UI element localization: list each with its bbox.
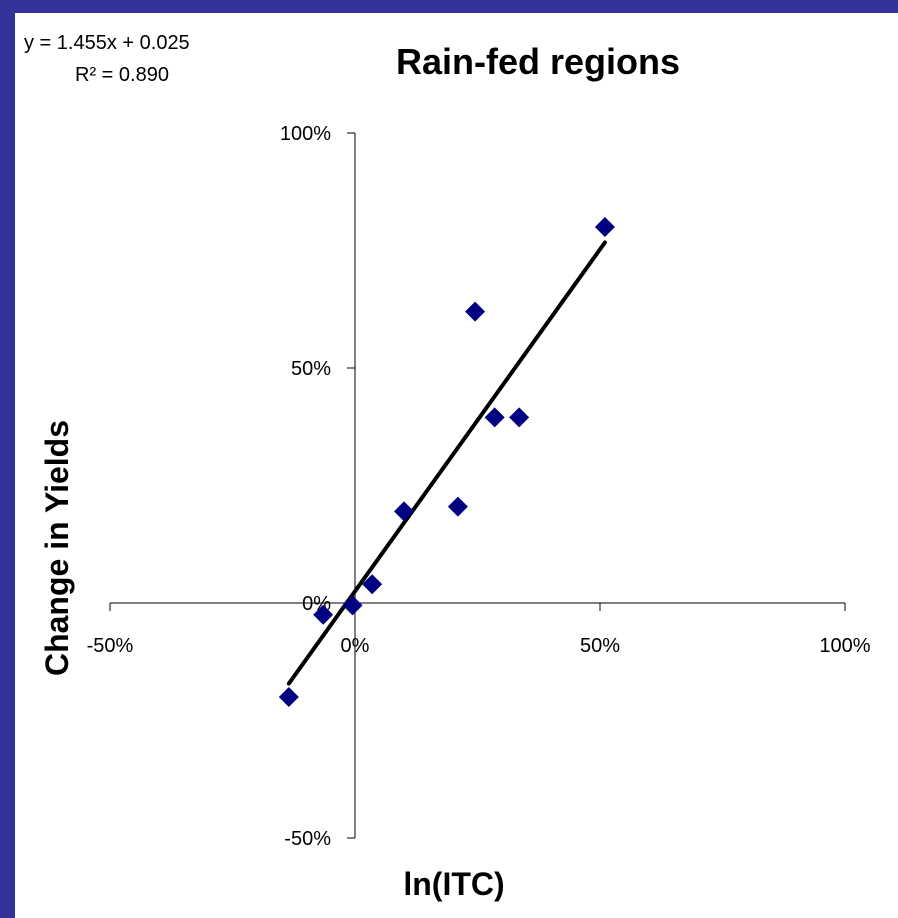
- x-axis-label: ln(ITC): [403, 866, 504, 902]
- chart-panel: [15, 13, 898, 918]
- trendline-r-squared: R² = 0.890: [75, 64, 169, 86]
- data-point: [278, 687, 299, 707]
- x-tick-label: 100%: [819, 635, 870, 657]
- data-point: [594, 217, 615, 237]
- x-ticks: -50% 0% 50% 100%: [87, 603, 871, 657]
- data-point: [465, 301, 486, 322]
- data-points: [278, 217, 615, 707]
- data-point: [313, 604, 334, 625]
- data-point: [484, 407, 505, 428]
- data-point: [447, 496, 468, 517]
- data-point: [342, 595, 363, 616]
- y-axis-label: Change in Yields: [39, 420, 75, 676]
- trendline-group: [286, 240, 607, 686]
- axes: [110, 133, 845, 838]
- y-ticks: -50%0%50%100%: [280, 123, 355, 850]
- x-tick-label: 50%: [580, 635, 620, 657]
- y-tick-label: -50%: [284, 828, 331, 850]
- x-tick-label: 0%: [341, 635, 370, 657]
- chart-title: Rain-fed regions: [396, 41, 680, 82]
- data-point: [509, 407, 530, 428]
- data-point: [362, 574, 383, 595]
- trendline-equation: y = 1.455x + 0.025: [24, 32, 190, 54]
- x-tick-label: -50%: [87, 635, 134, 657]
- y-tick-label: 100%: [280, 123, 331, 145]
- trendline: [286, 240, 607, 686]
- data-point: [394, 501, 414, 522]
- y-tick-label: 50%: [291, 358, 331, 380]
